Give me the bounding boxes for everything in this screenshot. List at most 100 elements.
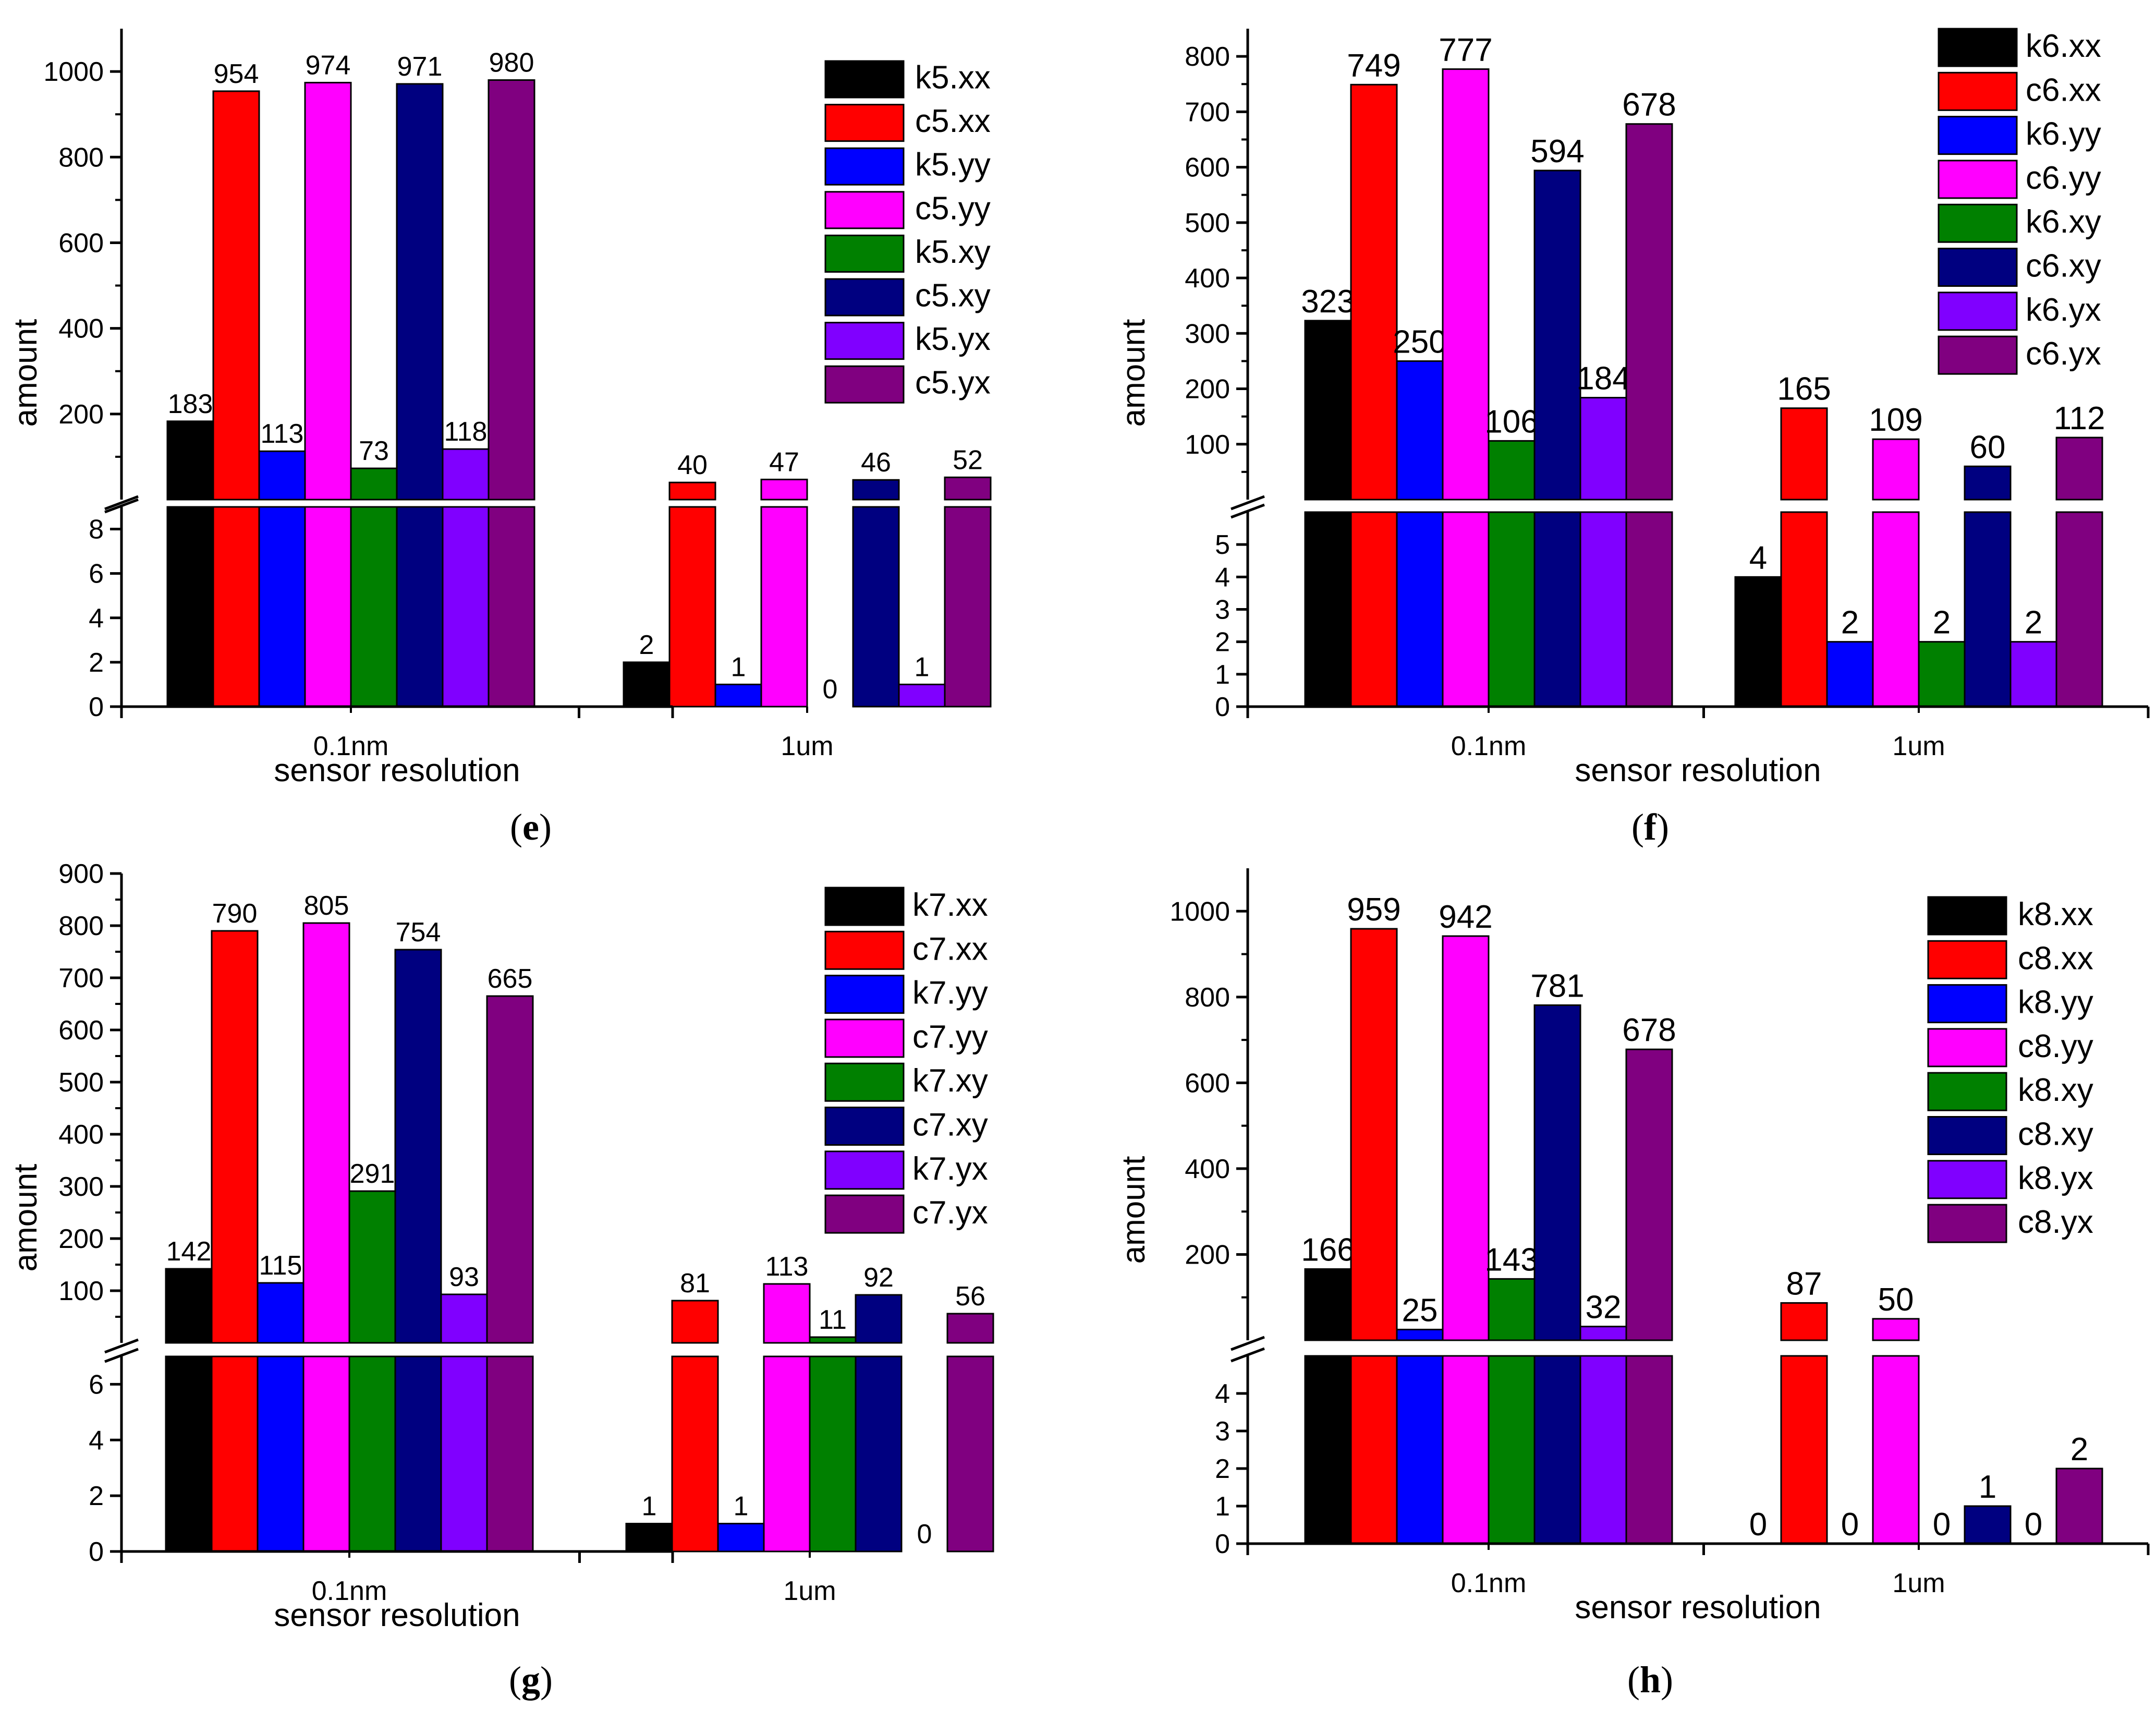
- bar-c5.xx-1um: [668, 481, 716, 501]
- legend-label: c6.yy: [2026, 160, 2101, 196]
- legend-swatch-k8.yy: [1927, 984, 2007, 1024]
- legend-label: k5.xy: [915, 234, 991, 270]
- data-label: 143: [1484, 1242, 1538, 1278]
- panel-caption: (g): [509, 1659, 553, 1701]
- bar-k5.xx-0.1nm-lower: [166, 506, 214, 708]
- data-label: 250: [1393, 324, 1446, 360]
- panel-caption-letter: h: [1640, 1659, 1661, 1701]
- legend-swatch-k6.yy: [1938, 116, 2018, 155]
- bar-k8.xy-0.1nm-lower: [1488, 1355, 1536, 1545]
- data-label: 678: [1622, 87, 1676, 123]
- data-label: 183: [168, 389, 213, 419]
- data-label: 665: [488, 964, 533, 994]
- bar-c8.xy-0.1nm-lower: [1533, 1355, 1581, 1545]
- y-tick-label: 400: [58, 314, 104, 344]
- data-label: 1: [1979, 1469, 1996, 1505]
- data-label: 87: [1786, 1266, 1822, 1302]
- bar-k7.xy-1um: [809, 1336, 857, 1344]
- y-tick-label: 700: [1185, 97, 1230, 127]
- bar-c7.xx-1um-lower: [671, 1355, 719, 1553]
- bar-k5.yx-0.1nm-lower: [442, 506, 490, 708]
- bar-c8.yx-1um: [2055, 1468, 2103, 1545]
- bar-k8.xy-0.1nm: [1488, 1278, 1536, 1341]
- bar-c6.yx-1um: [2055, 436, 2103, 501]
- bar-c5.yx-1um: [944, 476, 992, 501]
- y-tick-label: 100: [1185, 430, 1230, 460]
- axis-break-mark: [104, 1338, 139, 1354]
- y-tick-label: 200: [58, 1224, 104, 1254]
- data-label: 2: [639, 630, 654, 660]
- y-tick-label: 6: [89, 1369, 104, 1400]
- data-label: 40: [677, 450, 708, 480]
- data-label: 166: [1301, 1232, 1355, 1268]
- bar-k7.yx-0.1nm: [440, 1293, 488, 1344]
- bar-c6.xy-1um: [1964, 465, 2012, 501]
- data-label: 56: [955, 1281, 985, 1312]
- data-label: 2: [2070, 1432, 2088, 1468]
- y-tick-label: 2: [1215, 1454, 1230, 1484]
- bar-c7.yy-1um: [763, 1283, 811, 1344]
- data-label: 1: [642, 1491, 657, 1522]
- y-tick-label: 1000: [1170, 896, 1230, 927]
- bar-k7.xx-0.1nm: [165, 1268, 213, 1344]
- y-tick-label: 1: [1215, 1491, 1230, 1522]
- bar-k5.yy-0.1nm: [258, 450, 306, 501]
- y-tick-label: 1: [1215, 660, 1230, 690]
- y-tick-label: 800: [58, 911, 104, 941]
- bar-k8.yy-0.1nm-lower: [1396, 1355, 1444, 1545]
- bar-c7.xy-0.1nm: [394, 949, 442, 1344]
- y-tick-label: 2: [89, 648, 104, 678]
- bar-c7.yx-1um: [946, 1313, 994, 1344]
- legend-swatch-k8.xx: [1927, 896, 2007, 936]
- data-label: 46: [861, 447, 891, 478]
- x-axis-label: sensor resolution: [1575, 753, 1821, 789]
- x-tick-label: 0.1nm: [312, 1576, 387, 1606]
- legend-label: k8.xx: [2018, 896, 2093, 932]
- x-tick-label: 0.1nm: [1451, 731, 1527, 761]
- y-tick-label: 200: [1185, 374, 1230, 405]
- legend-label: k6.xy: [2026, 204, 2101, 240]
- bar-c8.xx-0.1nm-lower: [1350, 1355, 1398, 1545]
- y-tick-label: 4: [1215, 562, 1230, 592]
- y-tick-label: 0: [1215, 1529, 1230, 1559]
- legend-label: c6.xy: [2026, 248, 2101, 284]
- y-axis-label: amount: [8, 1164, 44, 1272]
- y-tick-label: 700: [58, 963, 104, 993]
- legend-swatch-k6.xx: [1938, 28, 2018, 67]
- data-label: 790: [212, 899, 258, 929]
- y-tick-label: 800: [58, 142, 104, 173]
- axis-break-gap: [101, 501, 673, 506]
- y-tick-label: 8: [89, 515, 104, 545]
- y-tick-label: 300: [1185, 319, 1230, 349]
- panel-caption: (h): [1627, 1659, 1673, 1701]
- legend-label: k6.yx: [2026, 292, 2101, 328]
- legend-label: c7.xx: [912, 931, 988, 967]
- y-tick-label: 2: [1215, 627, 1230, 658]
- legend-swatch-c7.yy: [824, 1018, 905, 1058]
- legend-label: k7.xy: [912, 1063, 988, 1099]
- bar-c6.yy-1um: [1872, 438, 1920, 501]
- x-tick-label: 0.1nm: [313, 731, 389, 761]
- bar-c6.xx-0.1nm-lower: [1350, 511, 1398, 708]
- legend-label: c7.yx: [912, 1195, 988, 1231]
- bar-k5.xy-0.1nm: [350, 467, 398, 501]
- data-label: 184: [1576, 361, 1630, 397]
- legend-swatch-c6.xy: [1938, 248, 2018, 287]
- data-label: 974: [306, 50, 351, 80]
- bar-c7.xy-0.1nm-lower: [394, 1355, 442, 1553]
- legend-swatch-c7.yx: [824, 1194, 905, 1234]
- y-tick-label: 500: [58, 1068, 104, 1098]
- legend-swatch-k6.xy: [1938, 203, 2018, 243]
- panel-caption-letter: g: [521, 1659, 540, 1701]
- data-label: 0: [1749, 1507, 1767, 1543]
- data-label: 60: [1970, 429, 2006, 465]
- data-label: 0: [823, 674, 838, 705]
- bar-c8.xy-1um: [1964, 1505, 2012, 1545]
- legend-label: c7.xy: [912, 1107, 988, 1143]
- data-label: 781: [1530, 968, 1584, 1004]
- legend-swatch-k7.yy: [824, 975, 905, 1014]
- bar-c5.xy-1um: [852, 479, 900, 501]
- data-label: 11: [819, 1305, 847, 1335]
- data-label: 777: [1439, 32, 1492, 68]
